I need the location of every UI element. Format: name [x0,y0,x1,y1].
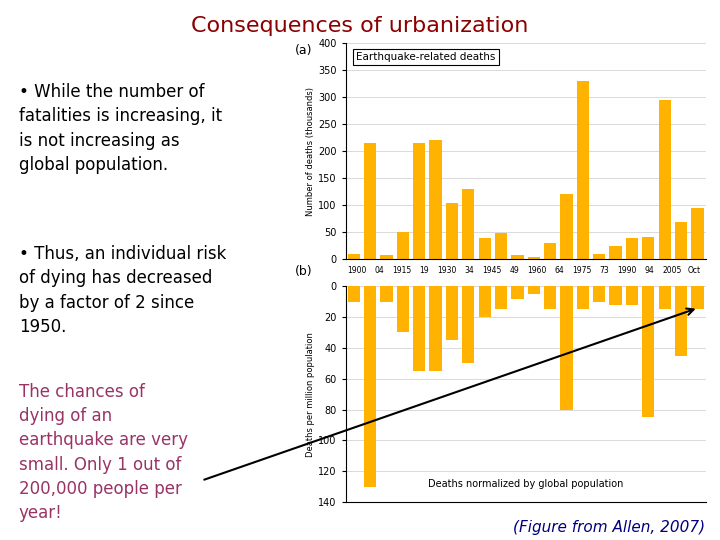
Bar [691,286,703,309]
Text: The chances of
dying of an
earthquake are very
small. Only 1 out of
200,000 peop: The chances of dying of an earthquake ar… [19,383,188,522]
Bar [446,202,458,259]
Bar [364,286,377,487]
Bar [609,246,622,259]
Bar [659,100,671,259]
Bar [609,286,622,305]
Text: Earthquake-related deaths: Earthquake-related deaths [356,52,496,62]
Bar [528,286,540,294]
Text: 2005: 2005 [662,266,682,275]
Bar [495,233,507,259]
Bar [429,140,442,259]
Bar [413,286,426,371]
Bar [626,238,638,259]
Bar [479,286,491,317]
Text: Oct: Oct [688,266,701,275]
Text: • Thus, an individual risk
of dying has decreased
by a factor of 2 since
1950.: • Thus, an individual risk of dying has … [19,245,226,336]
Bar [348,286,360,302]
Bar [397,232,409,259]
Text: 49: 49 [510,266,519,275]
Bar [659,286,671,309]
Text: 19: 19 [420,266,429,275]
Text: 1975: 1975 [572,266,592,275]
Bar [462,189,474,259]
Bar [560,194,572,259]
Text: Consequences of urbanization: Consequences of urbanization [192,16,528,36]
Text: 94: 94 [644,266,654,275]
Bar [626,286,638,305]
Text: (Figure from Allen, 2007): (Figure from Allen, 2007) [513,519,706,535]
Text: 1945: 1945 [482,266,502,275]
Bar [577,286,589,309]
Bar [675,286,687,356]
Bar [691,208,703,259]
Bar [348,254,360,259]
Bar [380,286,392,302]
Bar [413,143,426,259]
Bar [642,237,654,259]
Text: 04: 04 [374,266,384,275]
Text: 1960: 1960 [527,266,546,275]
Text: 1900: 1900 [347,266,366,275]
Bar [593,254,606,259]
Text: 34: 34 [464,266,474,275]
Bar [528,256,540,259]
Bar [429,286,442,371]
Text: 1930: 1930 [437,266,456,275]
Bar [364,143,377,259]
Bar [495,286,507,309]
Text: (a): (a) [295,44,312,57]
Bar [397,286,409,333]
Bar [577,81,589,259]
Text: 64: 64 [554,266,564,275]
Bar [511,286,523,299]
Bar [446,286,458,340]
Bar [675,222,687,259]
Bar [462,286,474,363]
Text: 1915: 1915 [392,266,411,275]
Text: • While the number of
fatalities is increasing, it
is not increasing as
global p: • While the number of fatalities is incr… [19,83,222,174]
Y-axis label: Deaths per million population: Deaths per million population [306,332,315,457]
Bar [380,255,392,259]
Bar [479,238,491,259]
Bar [544,243,557,259]
Bar [544,286,557,309]
Bar [560,286,572,410]
Y-axis label: Number of deaths (thousands): Number of deaths (thousands) [306,87,315,215]
Bar [511,255,523,259]
Bar [642,286,654,417]
Text: (b): (b) [295,265,312,279]
Bar [593,286,606,302]
Text: 73: 73 [600,266,609,275]
Text: 1990: 1990 [617,266,636,275]
Text: Deaths normalized by global population: Deaths normalized by global population [428,479,624,489]
